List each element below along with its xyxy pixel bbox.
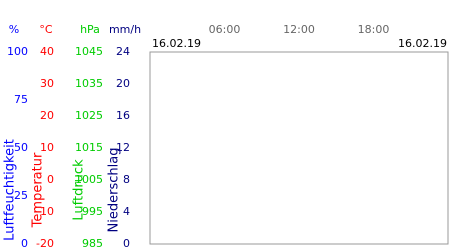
axis-title: Luftfeuchtigkeit <box>3 139 18 241</box>
y-tick-label: 20 <box>116 77 130 90</box>
axis-unit: mm/h <box>109 23 141 36</box>
axis-unit: hPa <box>80 23 100 36</box>
x-tick-label: 18:00 <box>358 23 390 36</box>
plot-frame <box>149 51 449 245</box>
y-tick-label: 20 <box>40 109 54 122</box>
y-tick-label: 8 <box>123 173 130 186</box>
y-tick-label: 24 <box>116 45 130 58</box>
y-tick-label: 16 <box>116 109 130 122</box>
x-tick-label: 06:00 <box>209 23 241 36</box>
y-tick-label: 75 <box>14 93 28 106</box>
axis-unit: °C <box>39 23 53 36</box>
y-tick-label: 0 <box>21 237 28 250</box>
axis-title: Temperatur <box>31 152 46 228</box>
y-tick-label: 25 <box>14 189 28 202</box>
y-tick-label: 1045 <box>75 45 103 58</box>
x-tick-label: 12:00 <box>283 23 315 36</box>
y-tick-label: 1025 <box>75 109 103 122</box>
y-tick-label: 50 <box>14 141 28 154</box>
y-tick-label: 1015 <box>75 141 103 154</box>
y-tick-label: 30 <box>40 77 54 90</box>
axis-title: Niederschlag <box>107 148 122 233</box>
y-tick-label: 40 <box>40 45 54 58</box>
y-tick-label: 12 <box>116 141 130 154</box>
y-tick-label: 0 <box>123 237 130 250</box>
axis-unit: % <box>9 23 19 36</box>
y-tick-label: 100 <box>7 45 28 58</box>
y-tick-label: -20 <box>36 237 54 250</box>
date-right: 16.02.19 <box>398 37 447 50</box>
y-tick-label: 0 <box>47 173 54 186</box>
y-tick-label: 4 <box>123 205 130 218</box>
axis-title: Luftdruck <box>72 159 87 221</box>
y-tick-label: 985 <box>82 237 103 250</box>
y-tick-label: 1005 <box>75 173 103 186</box>
y-tick-label: -10 <box>36 205 54 218</box>
y-tick-label: 10 <box>40 141 54 154</box>
y-tick-label: 995 <box>82 205 103 218</box>
y-tick-label: 1035 <box>75 77 103 90</box>
date-left: 16.02.19 <box>152 37 201 50</box>
